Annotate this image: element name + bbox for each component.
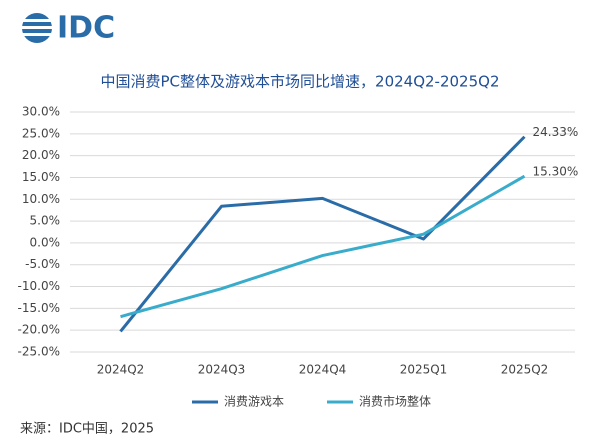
y-tick-label: 20.0% xyxy=(22,148,60,162)
y-tick-label: 25.0% xyxy=(22,126,60,140)
y-tick-label: -10.0% xyxy=(18,279,60,293)
data-label: 15.30% xyxy=(533,165,579,179)
y-tick-label: 10.0% xyxy=(22,192,60,206)
legend-label: 消费游戏本 xyxy=(224,395,284,409)
legend-label: 消费市场整体 xyxy=(359,394,431,409)
x-tick-label: 2024Q3 xyxy=(198,363,246,377)
chart-title: 中国消费PC整体及游戏本市场同比增速，2024Q2-2025Q2 xyxy=(101,73,500,91)
x-tick-label: 2025Q1 xyxy=(400,363,448,377)
y-tick-label: -5.0% xyxy=(25,257,60,271)
logo-icon xyxy=(20,13,54,43)
y-tick-label: -15.0% xyxy=(18,301,60,315)
line xyxy=(120,174,526,319)
logo: IDC xyxy=(57,11,115,46)
data-label: 24.33% xyxy=(533,125,579,139)
source: 来源：IDC中国，2025 xyxy=(20,422,154,437)
y-tick-label: -20.0% xyxy=(18,323,60,337)
x-tick-label: 2025Q2 xyxy=(501,363,549,377)
x-tick-label: 2024Q2 xyxy=(97,363,145,377)
y-tick-label: 5.0% xyxy=(30,214,61,228)
y-tick-label: 15.0% xyxy=(22,170,60,184)
y-tick-label: 0.0% xyxy=(30,235,61,249)
x-tick-label: 2024Q4 xyxy=(299,363,347,377)
y-tick-label: -25.0% xyxy=(18,345,60,359)
line xyxy=(119,135,526,333)
y-tick-label: 30.0% xyxy=(22,105,60,119)
